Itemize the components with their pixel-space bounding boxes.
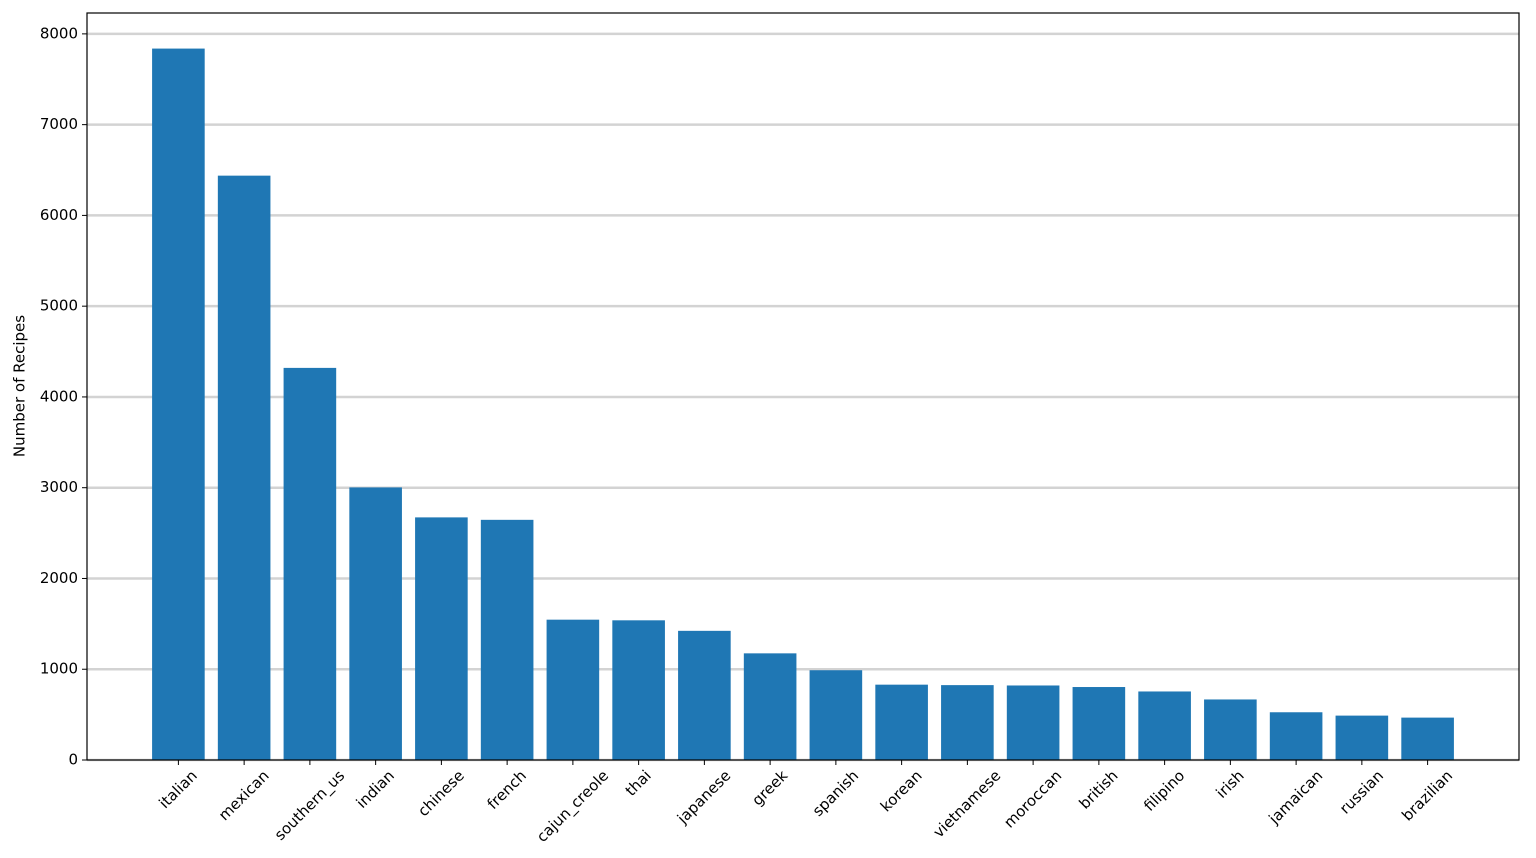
x-tick-label: spanish [809,767,862,820]
plot-frame [86,12,1520,761]
x-tick-label: chinese [414,767,468,821]
x-tick-label: thai [622,767,655,800]
x-tick-label: indian [353,767,398,812]
y-tick-label: 7000 [40,115,78,133]
x-tick-label: mexican [215,767,273,825]
bar [349,487,402,760]
bar [1006,685,1060,760]
x-tick-label: korean [877,767,926,816]
x-tick-label: vietnamese [930,767,1005,842]
bar [1072,687,1126,760]
bar [152,48,205,760]
x-tick-label: irish [1212,767,1247,802]
x-tick-label: british [1075,767,1121,813]
y-tick-label: 6000 [40,206,78,224]
x-tick-label: italian [155,767,200,812]
x-tick-label: japanese [673,767,734,828]
bar [480,519,534,760]
bar [809,670,863,760]
y-tick-label: 0 [68,751,78,769]
y-tick-label: 2000 [40,569,78,587]
bar [283,367,337,760]
x-tick-label: moroccan [1000,767,1065,832]
bar [217,175,271,761]
y-tick-label: 4000 [40,387,78,405]
x-tick-label: brazilian [1398,767,1456,825]
y-tick-label: 8000 [40,24,78,42]
bar [415,517,468,760]
bar [941,685,994,760]
bar [612,620,665,760]
bar [1401,717,1454,760]
x-tick-label: jamaican [1265,767,1327,829]
y-tick-label: 5000 [40,297,78,315]
bars [152,48,1454,761]
x-tick-label: southern_us [271,766,349,844]
y-tick-label: 1000 [40,660,78,678]
bar [546,619,600,760]
y-tick-label: 3000 [40,478,78,496]
x-tick-label: greek [748,766,791,809]
x-tick-label: cajun_creole [533,767,613,847]
bar [743,653,797,760]
y-axis-label: Number of Recipes [11,315,29,457]
bar [1335,715,1389,760]
x-tick-label: french [484,767,530,813]
bar [1138,691,1191,760]
bar [1204,699,1257,760]
bar [678,630,731,760]
bar [875,684,928,760]
x-tick-label: filipino [1140,767,1188,815]
x-tick-label: russian [1336,767,1387,818]
bar [1269,712,1323,760]
